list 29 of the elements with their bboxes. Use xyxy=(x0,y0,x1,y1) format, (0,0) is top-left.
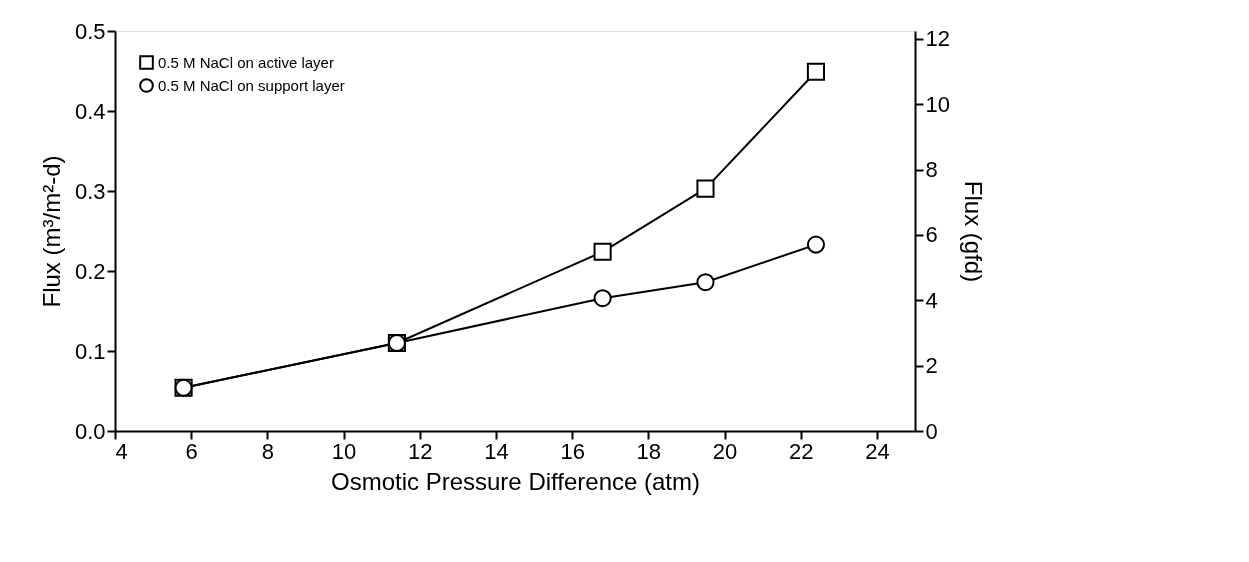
legend-label: 0.5 M NaCl on active layer xyxy=(158,53,334,71)
y2-tick-label: 4 xyxy=(925,287,938,313)
y2-axis-title: Flux (gfd) xyxy=(959,180,987,283)
x-tick-label: 18 xyxy=(636,438,662,464)
x-tick-label: 10 xyxy=(331,438,357,464)
y-tick-label: 0.1 xyxy=(74,338,106,364)
x-tick-label: 16 xyxy=(560,438,585,464)
x-tick-label: 12 xyxy=(408,438,433,464)
x-axis-title: Osmotic Pressure Difference (atm) xyxy=(331,467,700,495)
x-tick-label: 4 xyxy=(115,438,128,464)
y-tick-label: 0.3 xyxy=(74,178,106,204)
y2-tick-label: 6 xyxy=(925,222,938,248)
x-tick-label: 20 xyxy=(712,438,738,464)
x-tick-label: 6 xyxy=(185,438,198,464)
y-tick-label: 0.0 xyxy=(74,418,106,444)
y-axis-title: Flux (m³/m²-d) xyxy=(37,155,65,308)
y-tick-label: 0.4 xyxy=(74,98,106,124)
x-tick-label: 8 xyxy=(261,438,275,464)
y2-tick-label: 8 xyxy=(925,157,938,183)
y2-tick-label: 12 xyxy=(925,26,950,52)
x-tick-label: 14 xyxy=(484,438,509,464)
y2-tick-label: 2 xyxy=(925,353,938,379)
y2-tick-label: 0 xyxy=(925,418,938,444)
x-tick-label: 24 xyxy=(865,438,890,464)
y2-tick-label: 10 xyxy=(925,91,950,117)
y-tick-label: 0.5 xyxy=(74,18,106,44)
x-tick-label: 22 xyxy=(788,438,814,464)
y-tick-label: 0.2 xyxy=(74,258,106,284)
legend-label: 0.5 M NaCl on support layer xyxy=(158,76,345,94)
